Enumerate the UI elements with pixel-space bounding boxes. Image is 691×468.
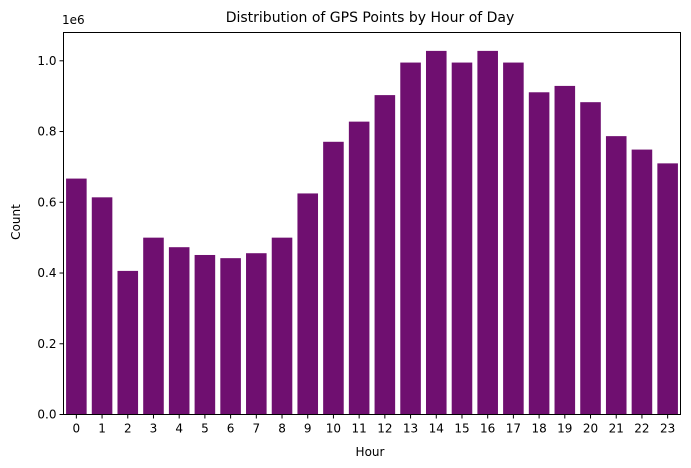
y-axis-title: Count: [9, 204, 23, 240]
x-tick-label: 22: [634, 422, 649, 436]
bar-hour-4: [168, 247, 190, 415]
y-offset-label: 1e6: [62, 13, 85, 27]
bar-hour-18: [528, 92, 550, 415]
y-tick-label: 0.0: [37, 408, 56, 422]
bar-hour-21: [605, 136, 627, 415]
x-tick-label: 6: [227, 422, 235, 436]
x-tick-label: 16: [480, 422, 495, 436]
x-tick-label: 12: [377, 422, 392, 436]
plot-frame: [63, 32, 681, 415]
x-tick-label: 4: [175, 422, 183, 436]
bars-group: [66, 50, 678, 415]
x-axis-title: Hour: [356, 445, 385, 459]
x-tick-label: 5: [201, 422, 209, 436]
x-tick-label: 0: [73, 422, 81, 436]
bar-hour-20: [580, 102, 601, 415]
bar-hour-2: [117, 270, 139, 415]
bar-hour-5: [194, 254, 216, 415]
x-tick-label: 23: [660, 422, 675, 436]
y-tick-label: 0.8: [37, 125, 56, 139]
x-tick-label: 7: [252, 422, 260, 436]
x-tick-label: 18: [531, 422, 546, 436]
bar-hour-15: [451, 62, 473, 415]
x-tick-label: 2: [124, 422, 132, 436]
bar-hour-10: [323, 141, 344, 415]
chart-title: Distribution of GPS Points by Hour of Da…: [226, 10, 515, 26]
bar-hour-0: [66, 178, 87, 415]
bar-hour-8: [271, 237, 293, 415]
x-ticks-group: 0 1 2 3 4 5 6 7 8 9 10 11 12 13 14 15 16 17 18 19 20 21 22 23: [73, 414, 675, 436]
x-tick-label: 19: [557, 422, 572, 436]
bar-hour-1: [91, 197, 113, 415]
x-tick-label: 15: [454, 422, 469, 436]
x-tick-label: 8: [278, 422, 286, 436]
bar-hour-23: [657, 163, 678, 415]
x-tick-label: 3: [150, 422, 158, 436]
y-tick-label: 0.4: [37, 266, 56, 280]
bar-hour-16: [477, 50, 498, 415]
bar-hour-19: [554, 85, 576, 415]
bar-hour-3: [143, 237, 164, 415]
x-tick-label: 9: [304, 422, 312, 436]
bar-hour-22: [631, 149, 653, 415]
x-tick-label: 13: [403, 422, 418, 436]
x-tick-label: 10: [326, 422, 341, 436]
y-tick-label: 0.2: [37, 337, 56, 351]
bar-hour-12: [374, 95, 396, 415]
x-tick-label: 21: [609, 422, 624, 436]
y-tick-label: 0.6: [37, 195, 56, 209]
bar-hour-13: [400, 62, 421, 415]
x-tick-label: 17: [506, 422, 521, 436]
y-tick-label: 1.0: [37, 54, 56, 68]
x-tick-label: 20: [583, 422, 598, 436]
x-tick-label: 11: [352, 422, 367, 436]
bar-hour-9: [297, 193, 319, 415]
y-ticks-group: 0.0 0.2 0.4 0.6 0.8 1.0: [37, 54, 64, 422]
bar-hour-11: [348, 121, 370, 415]
bar-hour-7: [246, 253, 267, 415]
bar-hour-14: [425, 50, 447, 415]
x-tick-label: 1: [98, 422, 106, 436]
x-tick-label: 14: [429, 422, 444, 436]
bar-hour-6: [220, 258, 241, 415]
bar-hour-17: [503, 62, 524, 415]
